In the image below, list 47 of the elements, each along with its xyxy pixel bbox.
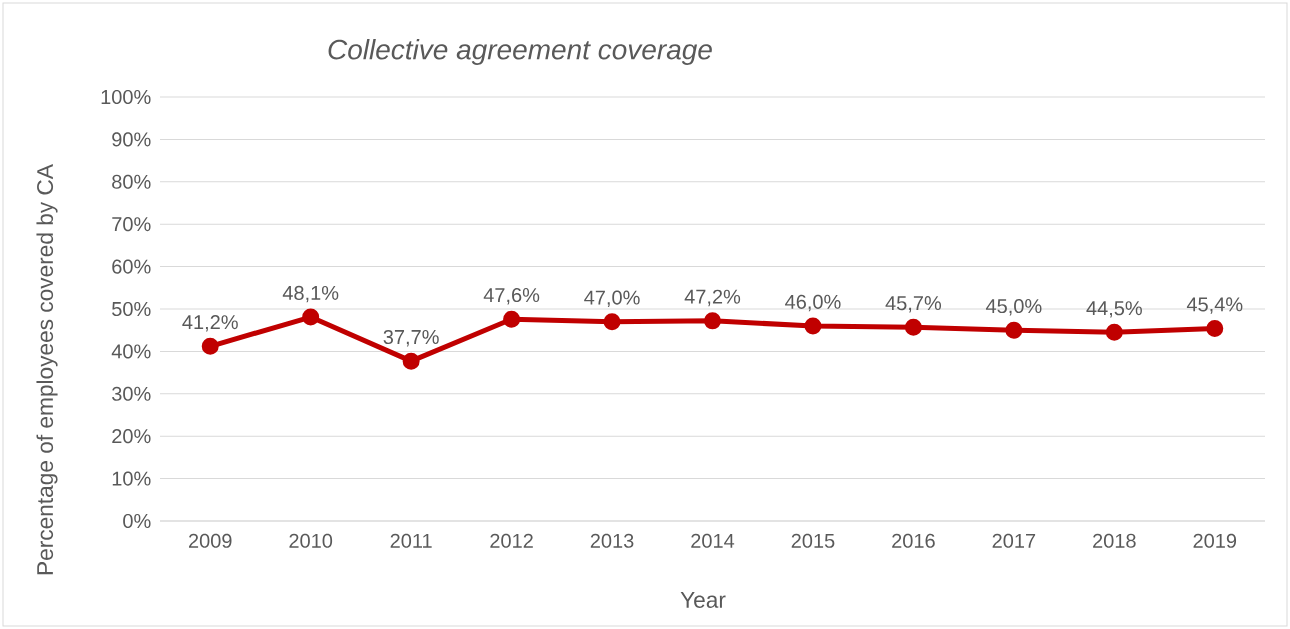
data-label: 47,2% [684, 289, 741, 307]
y-tick-label: 60% [112, 259, 151, 274]
x-axis-title: Year [680, 592, 726, 608]
data-label: 45,7% [885, 296, 942, 313]
data-label: 37,7% [383, 329, 439, 347]
point [1105, 323, 1123, 341]
point [402, 352, 420, 370]
data-label: 47,0% [584, 290, 640, 307]
y-tick-label: 20% [112, 429, 151, 444]
point [1005, 321, 1023, 339]
data-label: 45,0% [985, 298, 1042, 316]
y-tick-label: 0% [123, 513, 151, 529]
point [704, 312, 721, 330]
point [201, 337, 219, 355]
data-label: 47,6% [483, 287, 540, 305]
y-tick-label: 80% [112, 174, 151, 189]
y-tick-label: 90% [112, 132, 151, 147]
point [603, 313, 621, 331]
x-tick-label: 2009 [188, 533, 232, 548]
y-tick-label: 50% [112, 301, 151, 317]
point [503, 310, 521, 328]
point [302, 308, 320, 326]
x-tick-label: 2011 [390, 533, 432, 548]
x-tick-label: 2013 [590, 533, 634, 548]
data-label: 45,4% [1186, 297, 1243, 314]
point [904, 318, 922, 336]
x-tick-label: 2019 [1193, 533, 1237, 548]
x-tick-label: 2018 [1093, 533, 1136, 548]
y-tick-label: 10% [112, 471, 151, 486]
x-tick-label: 2015 [791, 533, 835, 548]
data-label: 46,0% [785, 294, 841, 312]
chart-title: Collective agreement coverage [328, 38, 712, 66]
y-tick-label: 30% [112, 386, 151, 401]
x-tick-label: 2012 [490, 533, 533, 548]
y-axis-title: Percentage of employees covered by CA [36, 164, 58, 575]
point [1206, 320, 1224, 337]
data-label: 41,2% [182, 315, 238, 332]
data-label: 48,1% [282, 285, 339, 303]
x-tick-label: 2014 [691, 533, 735, 548]
y-tick-label: 70% [112, 217, 151, 232]
x-tick-label: 2016 [892, 533, 935, 548]
point [804, 317, 822, 335]
data-label: 44,5% [1086, 301, 1142, 318]
x-tick-label: 2017 [992, 533, 1036, 548]
y-tick-label: 40% [111, 344, 151, 359]
x-tick-label: 2010 [289, 533, 333, 548]
y-tick-label: 100% [101, 89, 151, 105]
